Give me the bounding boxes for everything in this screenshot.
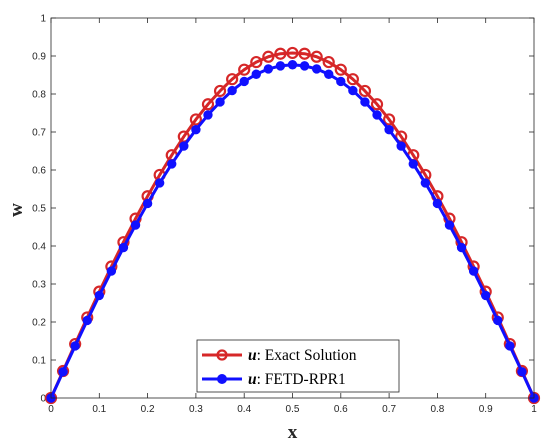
- y-axis-label: w: [6, 203, 27, 217]
- data-point: [348, 85, 358, 96]
- x-axis-label: x: [288, 422, 298, 443]
- data-point: [275, 61, 286, 71]
- data-point: [189, 113, 202, 126]
- data-point: [322, 55, 335, 69]
- data-point: [274, 47, 287, 60]
- y-tick-label: 0.1: [32, 356, 46, 367]
- data-point: [299, 61, 310, 71]
- data-point: [130, 220, 141, 230]
- data-point: [383, 113, 396, 126]
- data-point: [118, 242, 129, 253]
- data-point: [493, 315, 503, 326]
- tick-labels: 0 0.1 0.2 0.3 0.4 0.5 0.6 0.7 0.8 0.9 1 0 0.1 0.2 0.3 0…: [32, 14, 537, 416]
- data-point: [227, 85, 237, 96]
- x-tick-label: 1: [531, 404, 537, 415]
- y-tick-label: 0.8: [32, 90, 46, 101]
- data-point: [238, 63, 251, 76]
- y-tick-label: 0.6: [32, 166, 46, 177]
- y-tick-label: 0.7: [32, 128, 46, 139]
- axes-box: [50, 17, 535, 399]
- x-tick-label: 0.4: [237, 404, 251, 415]
- y-tick-label: 0.9: [32, 52, 46, 63]
- data-point: [142, 198, 153, 209]
- data-point: [226, 73, 239, 86]
- data-point: [298, 47, 311, 60]
- data-point: [201, 98, 215, 111]
- legend: u: Exact Solution u: FETD-RPR1: [196, 339, 400, 393]
- data-point: [82, 315, 92, 326]
- data-point: [358, 84, 372, 98]
- legend-entry-exact: u: Exact Solution: [248, 347, 357, 364]
- data-point: [481, 290, 491, 301]
- data-point: [154, 178, 165, 188]
- legend-exact-label: : Exact Solution: [257, 347, 357, 364]
- series-fetd-rpr1: [46, 60, 539, 403]
- data-point: [250, 55, 263, 69]
- plot-area: [51, 18, 534, 398]
- legend-box: [196, 339, 400, 393]
- legend-swatch-exact-marker: [216, 349, 228, 361]
- data-point: [384, 125, 394, 135]
- y-tick-label: 1: [40, 14, 46, 25]
- x-tick-label: 0.2: [141, 404, 155, 415]
- data-point: [167, 159, 177, 169]
- x-tick-label: 0.3: [189, 404, 203, 415]
- data-point: [213, 84, 227, 98]
- x-tick-label: 0: [48, 404, 54, 415]
- x-tick-label: 0.8: [430, 404, 444, 415]
- legend-fetd-math: u: [248, 371, 257, 388]
- data-point: [106, 266, 117, 276]
- data-point: [360, 97, 370, 107]
- y-tick-label: 0.5: [32, 204, 46, 215]
- x-tick-label: 0.7: [382, 404, 396, 415]
- data-point: [70, 341, 80, 351]
- data-point: [239, 76, 249, 87]
- legend-exact-math: u: [248, 347, 257, 364]
- y-tick-label: 0.2: [32, 318, 46, 329]
- data-point: [396, 141, 406, 151]
- x-tick-label: 0.6: [334, 404, 348, 415]
- data-point: [311, 64, 322, 74]
- data-point: [251, 69, 261, 79]
- y-tick-label: 0.4: [32, 242, 46, 253]
- data-point: [372, 110, 382, 120]
- data-point: [179, 141, 189, 151]
- data-point: [334, 63, 347, 76]
- data-point: [310, 50, 323, 63]
- legend-fetd-label: : FETD-RPR1: [257, 371, 346, 388]
- data-point: [58, 367, 68, 377]
- data-point: [94, 290, 105, 301]
- data-point: [420, 178, 431, 188]
- data-point: [517, 367, 527, 377]
- legend-entry-fetd: u: FETD-RPR1: [248, 371, 346, 388]
- data-point: [505, 341, 515, 351]
- data-point: [324, 69, 334, 79]
- data-point: [346, 73, 359, 86]
- x-tick-label: 0.1: [92, 404, 106, 415]
- data-point: [456, 242, 467, 253]
- data-point: [408, 159, 418, 169]
- y-tick-label: 0: [40, 394, 46, 405]
- data-point: [286, 46, 299, 60]
- legend-swatch-fetd-marker: [217, 374, 227, 384]
- data-point: [444, 220, 455, 230]
- x-tick-label: 0.9: [479, 404, 493, 415]
- series-layer: [44, 46, 541, 405]
- data-point: [191, 125, 201, 135]
- data-point: [215, 97, 225, 107]
- data-point: [262, 50, 275, 63]
- x-tick-label: 0.5: [286, 404, 300, 415]
- data-point: [263, 64, 274, 74]
- data-point: [432, 198, 443, 209]
- data-point: [203, 110, 213, 120]
- data-point: [336, 76, 346, 87]
- data-point: [287, 60, 298, 70]
- data-point: [370, 98, 384, 111]
- y-tick-label: 0.3: [32, 280, 46, 291]
- data-point: [468, 266, 479, 276]
